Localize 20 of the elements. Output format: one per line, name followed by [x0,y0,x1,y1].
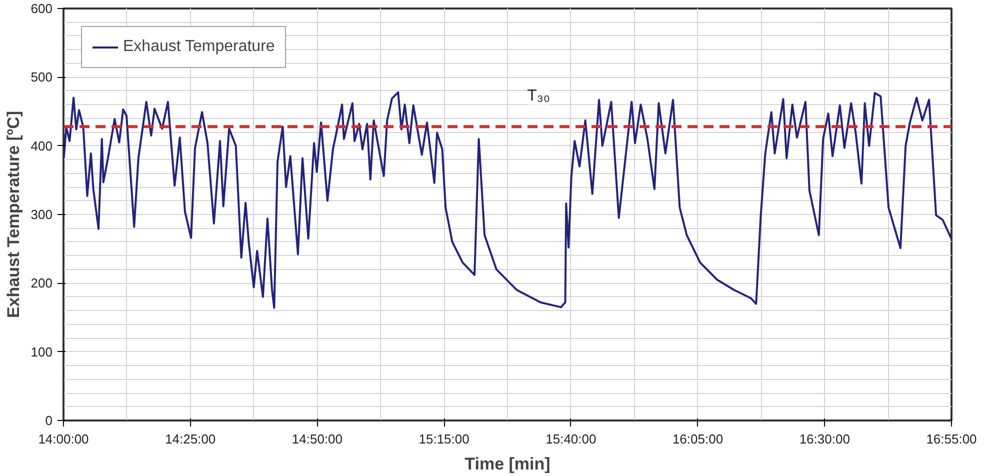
x-tick-label: 14:00:00 [38,432,89,446]
y-axis-title: Exhaust Temperature [ºC] [4,110,23,318]
x-tick-label: 16:30:00 [799,432,850,446]
y-tick-label: 100 [30,344,53,360]
y-tick-label: 300 [30,207,53,222]
x-tick-label: 15:40:00 [546,432,596,446]
y-tick-label: 200 [30,276,53,291]
x-tick-label: 16:05:00 [672,432,724,446]
x-tick-label: 15:15:00 [418,432,470,446]
x-tick-label: 14:25:00 [165,432,216,446]
x-axis-title: Time [min] [464,454,550,474]
x-tick-label: 14:50:00 [292,432,343,446]
y-tick-label: 500 [30,70,53,85]
ref-line-label: T₃₀ [527,88,550,105]
legend-label: Exhaust Temperature [123,38,275,56]
line-series [64,91,952,309]
y-tick-label: 600 [30,1,53,16]
y-tick-label: 400 [30,138,53,154]
y-tick-label: 0 [45,413,53,428]
x-tick-label: 16:55:00 [926,432,977,446]
